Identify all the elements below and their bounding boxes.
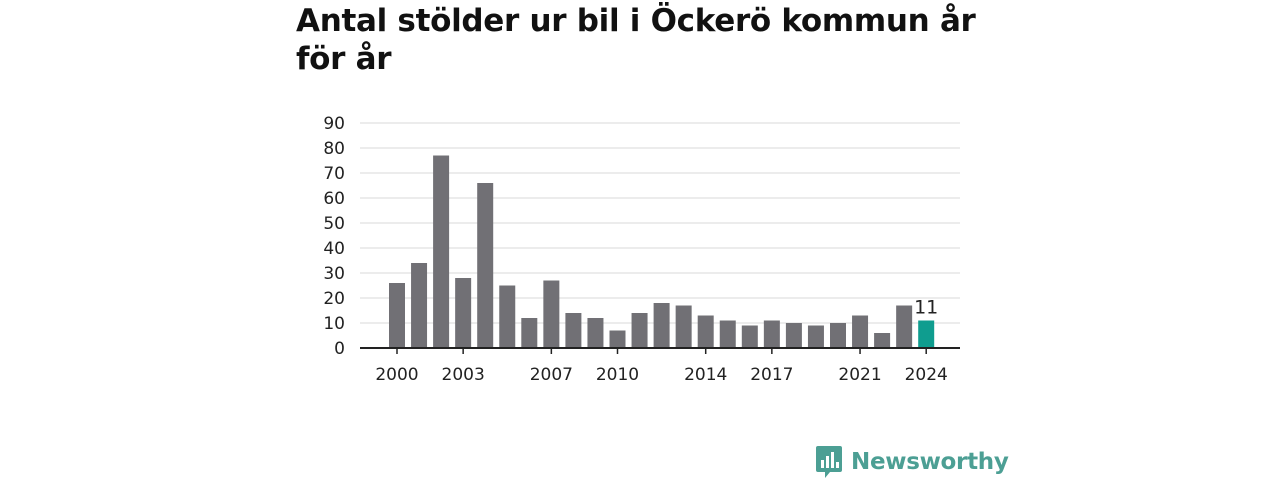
x-tick-label: 2010 [596,365,639,385]
bar [543,280,560,348]
bar [830,323,846,348]
chart-title: Antal stölder ur bil i Öckerö kommun år … [296,3,976,77]
y-tick-label: 90 [323,114,345,134]
y-tick-label: 50 [323,214,345,234]
bar [631,313,648,348]
bar [477,183,494,348]
grid-lines [360,122,960,324]
x-tick-label: 2024 [905,365,948,385]
bar [609,330,626,348]
bar [763,320,780,348]
x-tick-label: 2007 [530,365,573,385]
bar [653,303,670,348]
y-tick-label: 60 [323,189,345,209]
y-tick-label: 40 [323,239,345,259]
bar [433,155,450,348]
logo-text: Newsworthy [851,449,1009,475]
highlight-value-label: 11 [914,297,938,319]
bar-chart-speech-bubble-icon [816,446,842,478]
bar [499,285,516,348]
bar [697,315,714,348]
y-tick-label: 70 [323,164,345,184]
bar [565,313,582,348]
bar [675,305,692,348]
bar [389,283,405,348]
x-tick-label: 2014 [684,365,727,385]
x-tick-label: 2017 [750,365,793,385]
y-tick-label: 30 [323,264,345,284]
bar [521,318,538,348]
bar-highlight [918,320,935,348]
bar [719,320,736,348]
y-tick-label: 0 [334,339,345,359]
bar [896,305,913,348]
annotations: 11 [914,297,938,319]
bar [785,323,802,348]
bar [587,318,604,348]
bar [852,315,869,348]
y-axis-labels: 0 10 20 30 40 50 60 70 80 90 [323,114,345,359]
x-tick-label: 2003 [442,365,485,385]
x-axis: 2000 2003 2007 2010 2014 2017 2021 2024 [360,347,960,385]
bar [455,278,472,348]
y-tick-label: 20 [323,289,345,309]
bar [874,333,891,348]
y-tick-label: 80 [323,139,345,159]
newsworthy-logo[interactable]: Newsworthy [815,444,1009,480]
bar [741,325,758,348]
y-tick-label: 10 [323,314,345,334]
x-tick-label: 2000 [375,365,418,385]
bar [807,325,824,348]
bars [389,155,935,348]
x-tick-label: 2021 [838,365,881,385]
bar [411,263,428,348]
bar-chart: 0 10 20 30 40 50 60 70 80 90 2000 2003 2007 2010 2014… [323,114,960,385]
